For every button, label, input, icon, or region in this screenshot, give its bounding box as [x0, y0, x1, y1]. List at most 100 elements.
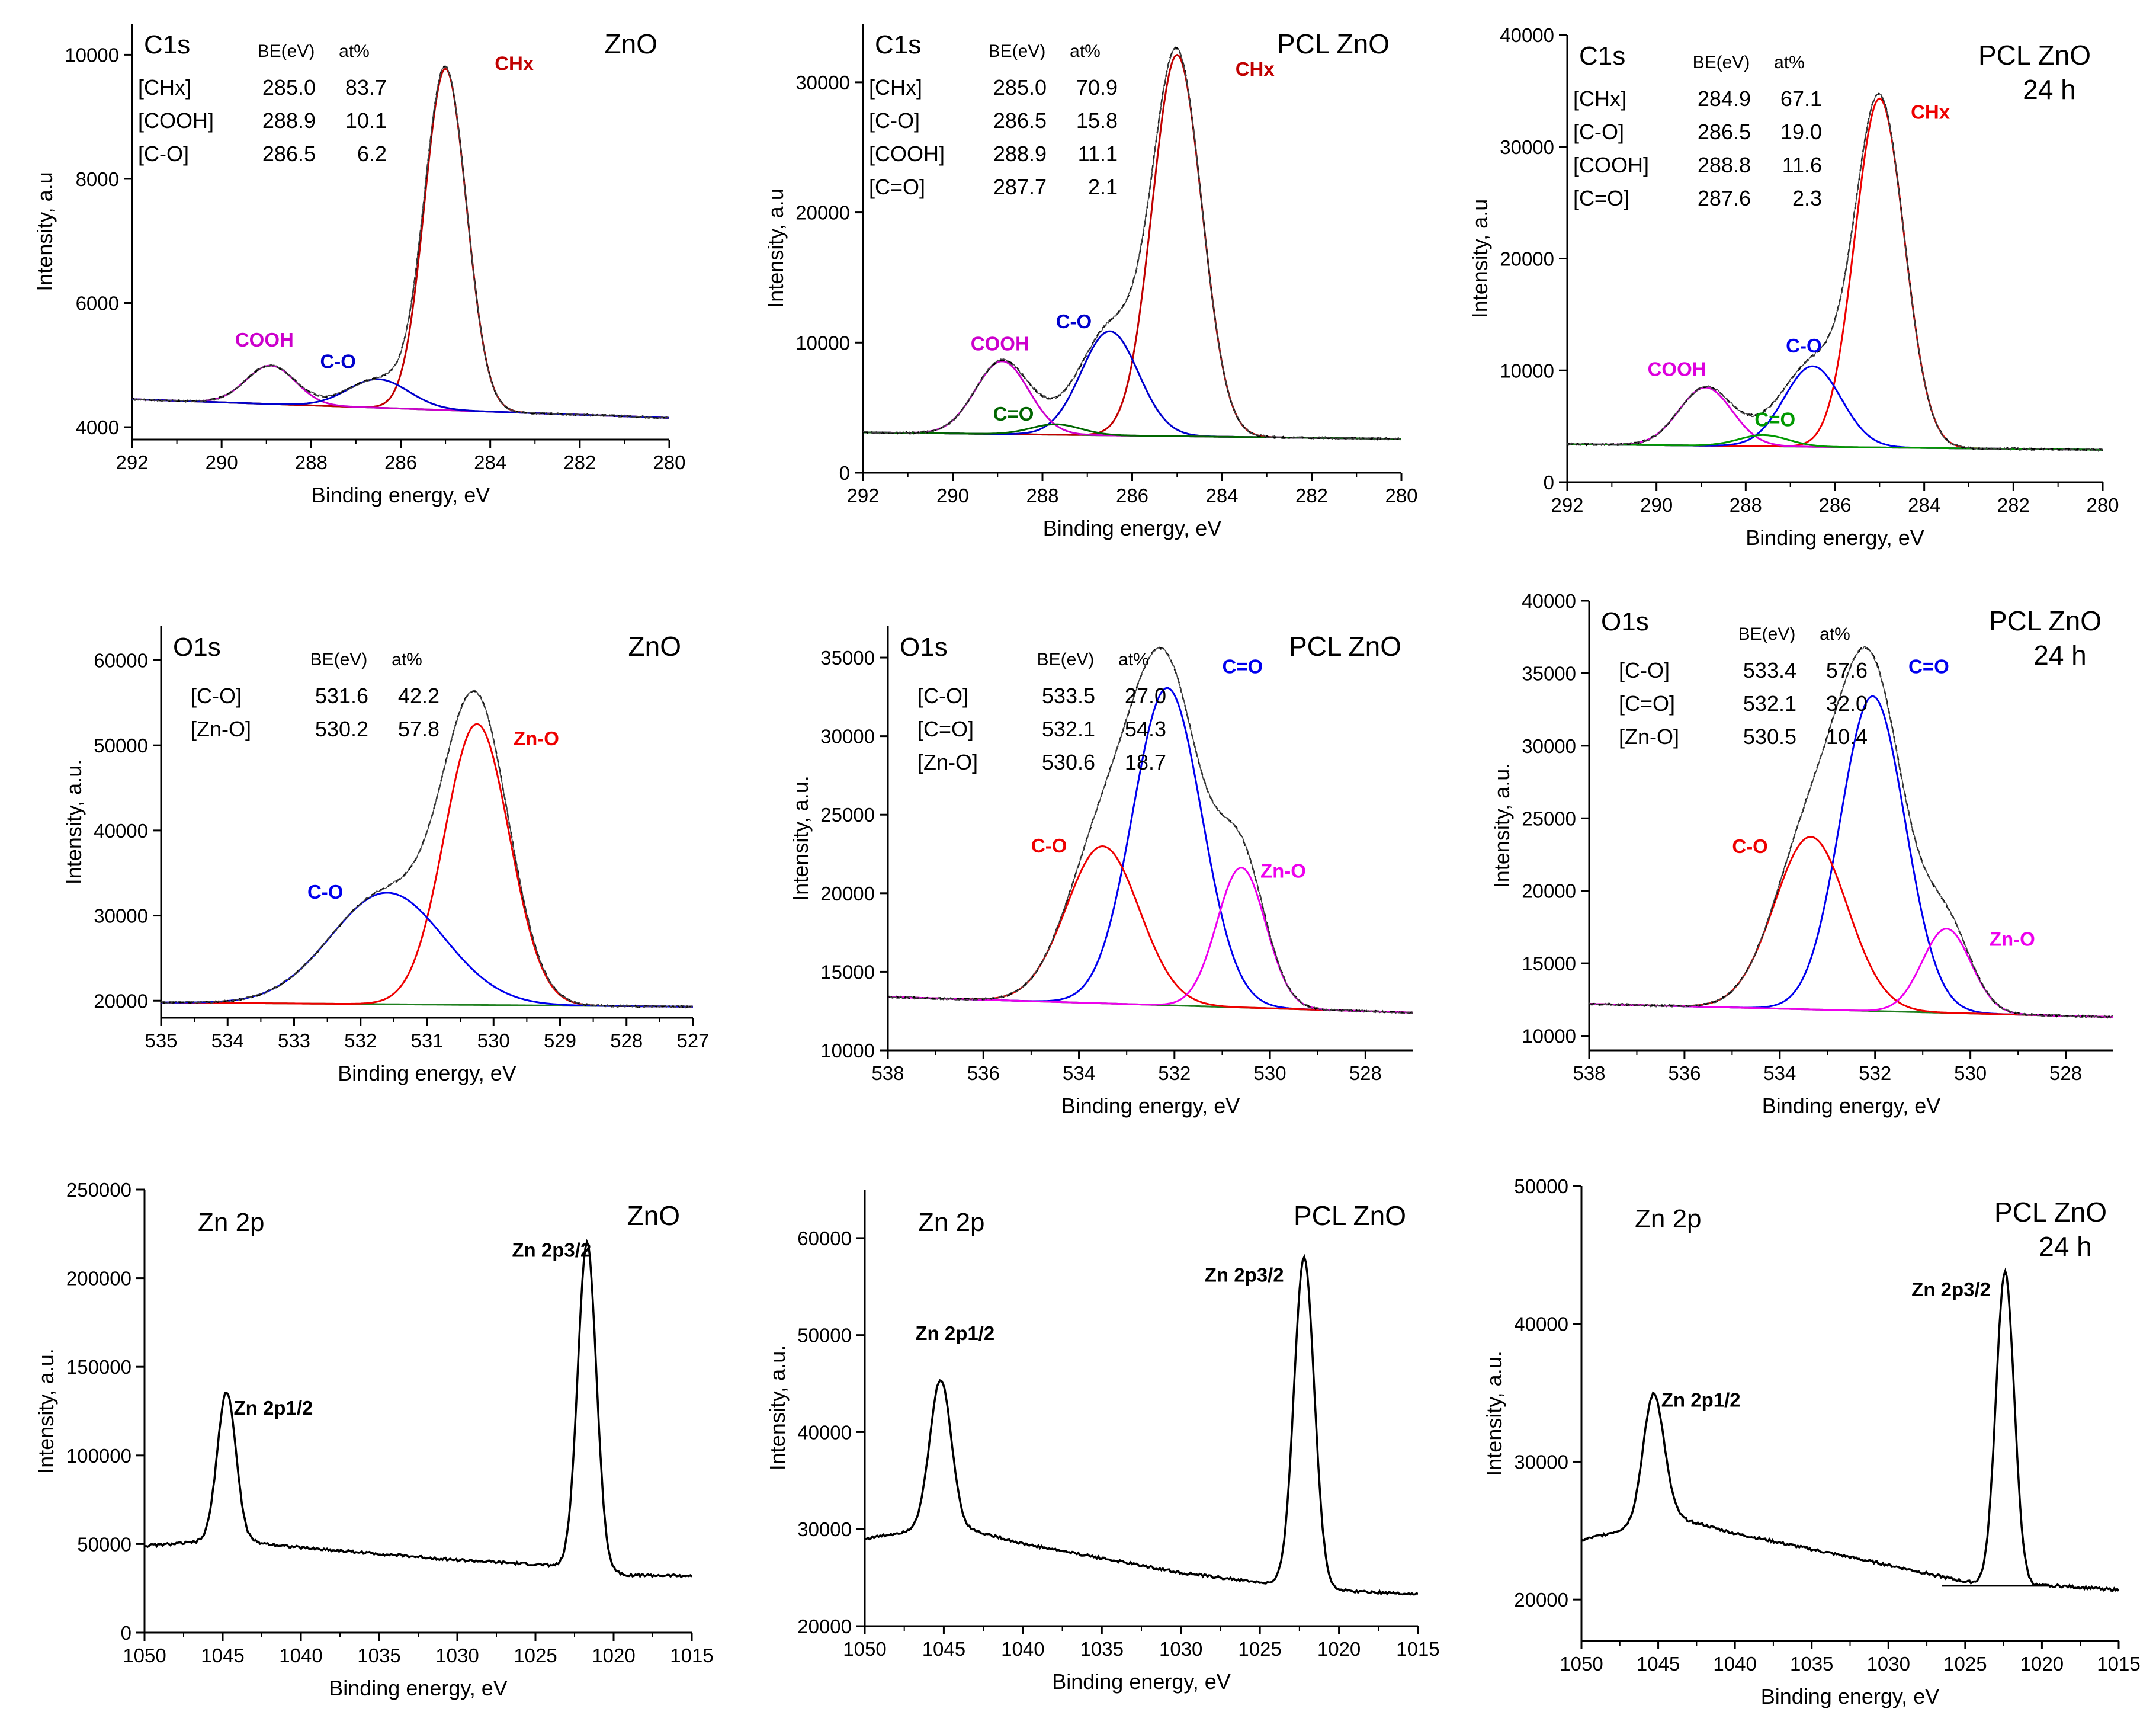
y-tick-label: 20000 [1522, 880, 1576, 902]
y-tick-label: 60000 [797, 1227, 852, 1249]
y-tick-label: 50000 [1514, 1175, 1568, 1197]
plot-area [161, 689, 693, 1009]
x-tick-label: 288 [1026, 485, 1058, 507]
table-cell-be: 284.9 [1698, 86, 1751, 111]
component-chx [1567, 97, 2103, 451]
component-c-o [1567, 434, 2103, 451]
y-tick-label: 0 [121, 1622, 131, 1644]
table-cell-be: 286.5 [993, 108, 1047, 133]
peak-label: C-O [1786, 335, 1822, 357]
x-tick-label: 528 [1349, 1062, 1382, 1084]
table-cell-species: [CHx] [138, 75, 191, 100]
sample-title: PCL ZnO [1989, 605, 2102, 636]
table-cell-be: 288.9 [993, 142, 1047, 166]
peak-label: Zn 2p1/2 [915, 1322, 994, 1344]
x-tick-label: 1040 [1001, 1638, 1044, 1660]
table-cell-be: 287.7 [993, 175, 1047, 199]
x-tick-label: 1045 [1637, 1653, 1680, 1675]
table-cell-at: 11.1 [1078, 142, 1118, 166]
table-cell-be: 532.1 [1743, 691, 1796, 716]
x-axis-title: Binding energy, eV [1761, 1684, 1940, 1708]
x-tick-label: 1025 [514, 1645, 557, 1666]
component-c-o [1589, 836, 2113, 1018]
y-tick-label: 20000 [94, 990, 148, 1012]
x-tick-label: 532 [1158, 1062, 1191, 1084]
chart-zn2p-zno: 1050 1045 1040 1035 1030 1025 1020 1015 0 50000 10… [34, 1179, 714, 1700]
region-title: C1s [144, 30, 190, 59]
plot-area [863, 46, 1401, 441]
table-cell-at: 42.2 [398, 684, 439, 708]
peak-label: C-O [1056, 310, 1092, 332]
y-tick-label: 20000 [1514, 1589, 1568, 1611]
peak-label: CHx [495, 53, 534, 75]
peak-label: Zn 2p3/2 [512, 1239, 591, 1261]
table-cell-at: 57.8 [398, 717, 439, 741]
x-axis-title: Binding energy, eV [1043, 516, 1222, 540]
region-title: O1s [1601, 607, 1649, 636]
region-title: Zn 2p [1635, 1204, 1702, 1233]
y-tick-label: 150000 [66, 1356, 131, 1378]
y-tick-label: 60000 [94, 649, 148, 671]
x-tick-label: 1050 [123, 1645, 166, 1666]
table-cell-be: 530.2 [315, 717, 368, 741]
table-cell-species: [C=O] [1619, 691, 1675, 716]
y-axis-title: Intensity, a.u [1468, 199, 1492, 318]
x-tick-label: 286 [1116, 485, 1148, 507]
sample-title: PCL ZnO [1294, 1200, 1406, 1231]
spectrum-envelope [145, 1239, 692, 1579]
y-axis-title: Intensity, a.u. [765, 1345, 790, 1470]
table-cell-at: 70.9 [1076, 75, 1118, 100]
sample-title: PCL ZnO [1289, 631, 1401, 662]
table-cell-be: 288.8 [1698, 153, 1751, 177]
table-header-at: at% [1820, 624, 1850, 644]
table-cell-species: [C-O] [869, 108, 920, 133]
table-cell-be: 533.4 [1743, 658, 1796, 682]
spectrum-raw [863, 48, 1401, 441]
x-tick-label: 290 [1640, 494, 1673, 516]
component-c-o [863, 330, 1401, 440]
x-tick-label: 280 [653, 451, 685, 473]
table-cell-at: 19.0 [1780, 120, 1822, 144]
table-cell-species: [C-O] [1573, 120, 1624, 144]
table-cell-species: [Zn-O] [917, 750, 978, 774]
table-cell-be: 530.6 [1042, 750, 1095, 774]
x-tick-label: 535 [145, 1030, 177, 1052]
x-tick-label: 292 [116, 451, 148, 473]
y-tick-label: 10000 [65, 44, 119, 66]
peak-label: Zn-O [1260, 860, 1306, 881]
y-tick-label: 20000 [1500, 248, 1554, 270]
peak-label: C=O [1754, 409, 1795, 431]
y-tick-label: 30000 [1514, 1451, 1568, 1473]
region-title: Zn 2p [198, 1208, 265, 1237]
x-tick-label: 538 [871, 1062, 904, 1084]
y-axis-title: Intensity, a.u [33, 172, 57, 291]
peak-label: Zn 2p3/2 [1205, 1264, 1284, 1286]
x-tick-label: 290 [936, 485, 969, 507]
table-cell-at: 11.6 [1782, 153, 1822, 177]
x-tick-label: 280 [2086, 494, 2119, 516]
x-tick-label: 1035 [1790, 1653, 1833, 1675]
peak-label: COOH [235, 329, 294, 351]
component-c-o [888, 845, 1413, 1014]
table-cell-species: [C-O] [917, 684, 968, 708]
x-axis-title: Binding energy, eV [338, 1061, 516, 1085]
y-tick-label: 10000 [1500, 360, 1554, 382]
table-cell-be: 530.5 [1743, 725, 1796, 749]
x-tick-label: 290 [206, 451, 238, 473]
peak-label: C-O [307, 881, 344, 903]
table-cell-species: [C=O] [1573, 186, 1629, 210]
x-axis-title: Binding energy, eV [312, 483, 490, 507]
x-tick-label: 284 [1205, 485, 1238, 507]
y-tick-label: 40000 [1522, 590, 1576, 612]
x-tick-label: 1045 [201, 1645, 244, 1666]
x-tick-label: 530 [1954, 1062, 1987, 1084]
table-cell-at: 83.7 [345, 75, 387, 100]
chart-c1s-pcl-zno: 292 290 288 286 284 282 280 0 10000 20000 30000 Bin… [763, 24, 1418, 540]
table-cell-at: 32.0 [1826, 691, 1868, 716]
x-tick-label: 1040 [1713, 1653, 1756, 1675]
table-cell-at: 67.1 [1780, 86, 1822, 111]
peak-label: CHx [1236, 58, 1275, 80]
x-tick-label: 282 [1295, 485, 1328, 507]
peak-label: CHx [1911, 101, 1950, 123]
y-tick-label: 40000 [1500, 24, 1554, 46]
